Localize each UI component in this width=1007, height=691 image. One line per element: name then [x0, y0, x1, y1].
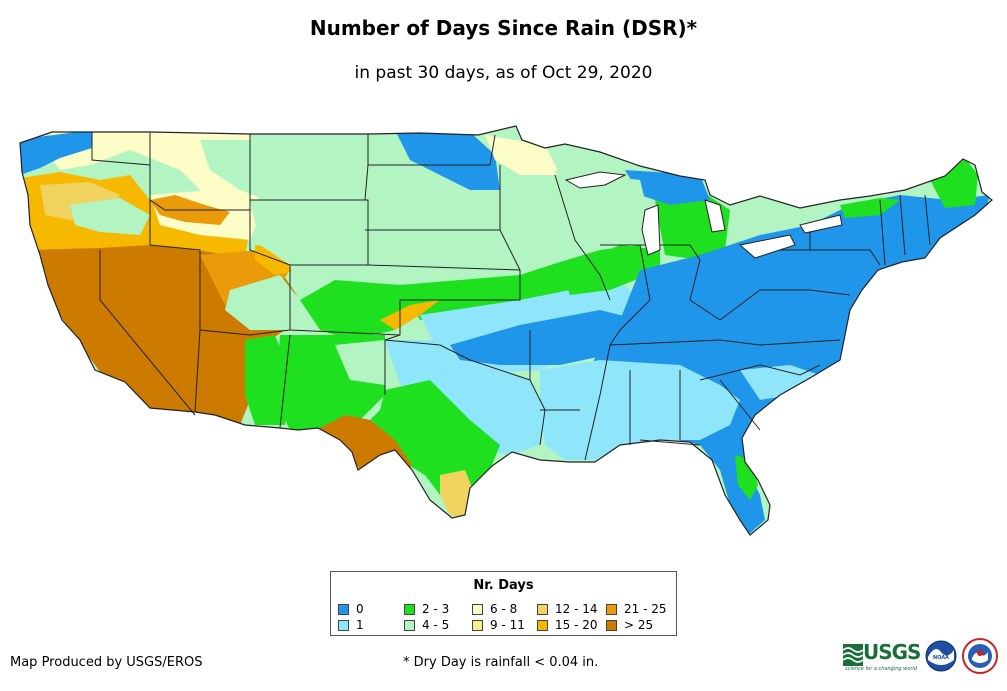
region-wisconsin-mint	[555, 170, 650, 245]
legend-swatch	[404, 619, 415, 631]
map-credit: Map Produced by USGS/EROS	[10, 655, 203, 670]
legend-label: 4 - 5	[422, 618, 450, 632]
map-legend: Nr. Days 0 1 2 - 3 4 - 5 6 - 8 9 - 11 12…	[330, 571, 677, 636]
legend-swatch	[606, 603, 617, 615]
region-plains-mint	[365, 165, 620, 285]
legend-item-6: 12 - 14	[537, 602, 598, 616]
region-southeast-light-blue	[540, 360, 740, 460]
legend-label: 9 - 11	[490, 618, 525, 632]
legend-swatch	[404, 603, 415, 615]
legend-swatch	[537, 619, 548, 631]
legend-swatch	[338, 603, 349, 615]
dry-day-footnote: * Dry Day is rainfall < 0.04 in.	[403, 655, 599, 670]
region-carolinas-light-blue	[740, 365, 820, 400]
usgs-wave-icon	[843, 644, 863, 666]
legend-label: 15 - 20	[555, 618, 598, 632]
region-wyoming-mint	[250, 200, 365, 265]
region-texas-light-blue	[385, 340, 545, 455]
legend-label: 1	[356, 618, 364, 632]
legend-item-8: 21 - 25	[606, 602, 667, 616]
legend-item-9: > 25	[606, 618, 653, 632]
legend-label: 21 - 25	[624, 602, 667, 616]
legend-item-3: 4 - 5	[404, 618, 449, 632]
legend-item-2: 2 - 3	[404, 602, 449, 616]
great-lakes	[564, 171, 843, 259]
map-subtitle: in past 30 days, as of Oct 29, 2020	[354, 63, 653, 83]
region-maine-green	[930, 158, 978, 208]
region-oregon-mint	[70, 198, 150, 235]
legend-item-0: 0	[338, 602, 364, 616]
legend-label: 0	[356, 602, 364, 616]
legend-swatch	[338, 619, 349, 631]
region-newmexico-mint	[335, 340, 385, 385]
legend-title: Nr. Days	[473, 578, 534, 593]
legend-item-5: 9 - 11	[472, 618, 525, 632]
legend-swatch	[472, 603, 483, 615]
map-title: Number of Days Since Rain (DSR)*	[309, 16, 698, 40]
noaa-seal-text: NOAA	[933, 655, 949, 661]
region-kansas-orange	[380, 300, 440, 330]
legend-swatch	[537, 603, 548, 615]
usgs-wordmark: USGS	[863, 640, 921, 664]
legend-item-7: 15 - 20	[537, 618, 598, 632]
legend-label: 2 - 3	[422, 602, 450, 616]
noaa-seal-icon: NOAA	[925, 640, 957, 672]
legend-item-1: 1	[338, 618, 364, 632]
nws-seal-icon	[962, 638, 998, 674]
legend-swatch	[606, 619, 617, 631]
legend-swatch	[472, 619, 483, 631]
usgs-tagline: science for a changing world	[845, 666, 917, 672]
region-utah-mint	[225, 275, 300, 330]
region-oklahoma-blue	[450, 310, 640, 365]
legend-label: > 25	[624, 618, 654, 632]
region-upper-michigan-blue	[625, 170, 710, 205]
region-ohio-valley-green	[560, 245, 660, 295]
region-montana-mint	[200, 140, 360, 205]
region-minnesota-blue	[395, 130, 500, 190]
usgs-logo: USGS science for a changing world	[843, 640, 923, 676]
region-new-england-green-strip	[840, 198, 900, 218]
legend-item-4: 6 - 8	[472, 602, 517, 616]
region-washington-coast-blue	[20, 130, 92, 175]
legend-label: 12 - 14	[555, 602, 598, 616]
legend-label: 6 - 8	[490, 602, 518, 616]
state-boundaries	[91, 132, 931, 461]
